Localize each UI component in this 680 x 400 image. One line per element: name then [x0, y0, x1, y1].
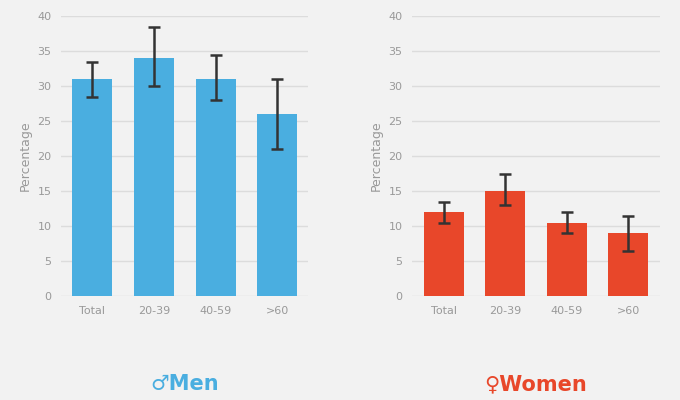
Bar	[257, 114, 297, 296]
Bar	[196, 79, 236, 296]
Bar	[547, 222, 587, 296]
Bar	[424, 212, 464, 296]
Bar	[485, 191, 525, 296]
Bar	[609, 233, 648, 296]
Y-axis label: Percentage: Percentage	[19, 121, 32, 191]
Bar	[73, 79, 112, 296]
Text: ♀Women: ♀Women	[485, 374, 588, 394]
Bar	[134, 58, 174, 296]
Text: ♂Men: ♂Men	[150, 374, 219, 394]
Y-axis label: Percentage: Percentage	[370, 121, 383, 191]
